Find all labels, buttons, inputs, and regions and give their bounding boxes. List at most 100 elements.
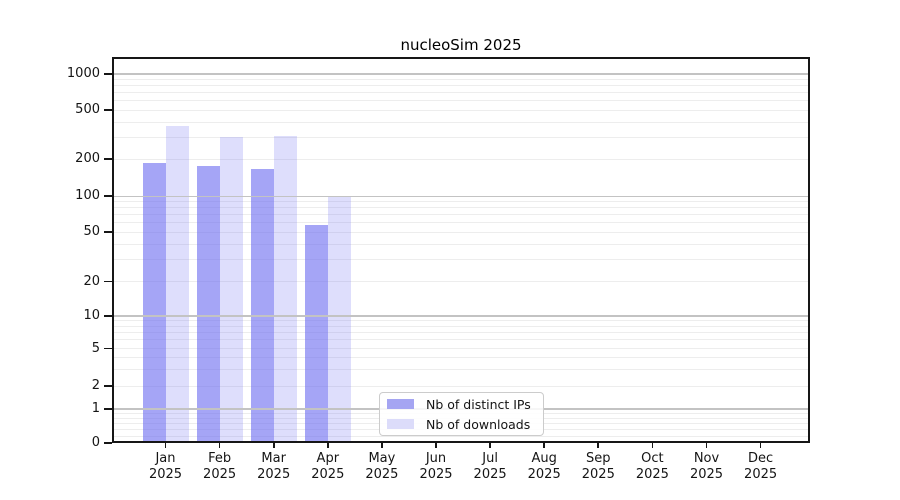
x-tick-mark [435, 443, 437, 448]
y-tick-mark [104, 442, 112, 444]
grid-minor-line [114, 85, 808, 87]
y-tick-mark [104, 158, 112, 161]
x-tick-label: Jun 2025 [408, 451, 464, 482]
chart-title: nucleoSim 2025 [400, 36, 522, 54]
grid-minor-line [114, 207, 808, 209]
legend-swatch-downloads [387, 419, 414, 429]
y-tick-mark [104, 385, 112, 387]
legend-label-distinct-ips: Nb of distinct IPs [426, 396, 531, 412]
x-tick-mark [651, 443, 654, 448]
x-tick-label: Aug 2025 [516, 451, 572, 482]
bar-downloads [327, 196, 351, 441]
x-tick-label: Mar 2025 [246, 451, 302, 482]
grid-minor-line [114, 121, 808, 123]
grid-minor-line [114, 357, 808, 359]
x-tick-label-line: 2025 [148, 466, 183, 482]
x-tick-label-line: Sep [586, 451, 611, 466]
legend-label-downloads: Nb of downloads [426, 416, 531, 432]
x-tick-label: Sep 2025 [570, 451, 626, 482]
x-tick-label-line: 2025 [473, 466, 507, 482]
y-tick-label: 100 [75, 188, 100, 204]
grid-minor-line [114, 158, 808, 160]
y-tick-label: 20 [83, 273, 100, 289]
y-tick-label: 10 [83, 308, 100, 323]
y-tick-mark [104, 231, 112, 233]
grid-minor-line [114, 368, 808, 370]
x-tick-label-line: Feb [208, 451, 232, 466]
y-tick-mark [104, 195, 112, 198]
grid-minor-line [114, 320, 808, 322]
y-tick-label: 500 [75, 102, 100, 117]
y-tick-label: 50 [83, 224, 100, 239]
x-tick-mark [272, 443, 275, 448]
x-tick-label-line: Dec [748, 451, 774, 466]
bar-distinct-ips [304, 225, 328, 441]
x-tick-label: Nov 2025 [679, 451, 735, 482]
x-tick-mark [759, 443, 762, 448]
grid-minor-line [114, 100, 808, 102]
grid-minor-line [114, 201, 808, 203]
x-tick-label-line: Aug [531, 451, 557, 466]
y-tick-mark [104, 315, 112, 317]
grid-minor-line [114, 109, 808, 111]
y-tick-mark [104, 73, 112, 75]
x-tick-label: Oct 2025 [624, 451, 680, 482]
bar-downloads [219, 137, 243, 441]
x-tick-mark [705, 443, 708, 448]
x-tick-label-line: Nov [693, 451, 720, 466]
legend-item-distinct-ips: Nb of distinct IPs [387, 397, 536, 412]
x-tick-label-line: 2025 [311, 466, 345, 482]
x-tick-label: May 2025 [354, 451, 410, 482]
x-tick-label-line: 2025 [203, 466, 237, 482]
x-tick-label-line: Mar [261, 451, 286, 466]
bar-distinct-ips [250, 168, 274, 441]
x-tick-label-line: 2025 [689, 466, 724, 482]
x-tick-label-line: Jan [155, 451, 176, 466]
grid-minor-line [114, 78, 808, 80]
grid-minor-line [114, 222, 808, 224]
y-tick-label: 200 [75, 151, 100, 167]
grid-minor-line [114, 214, 808, 216]
y-tick-mark [104, 280, 112, 283]
x-tick-label-line: 2025 [744, 466, 778, 482]
y-tick-mark [104, 109, 112, 111]
grid-minor-line [114, 231, 808, 233]
x-tick-mark [381, 443, 383, 448]
grid-major-line [114, 195, 808, 197]
x-tick-label: Jul 2025 [462, 451, 518, 482]
grid-minor-line [114, 92, 808, 94]
x-tick-label-line: Apr [316, 451, 340, 466]
grid-minor-line [114, 339, 808, 341]
grid-minor-line [114, 332, 808, 334]
grid-minor-line [114, 281, 808, 282]
legend-item-downloads: Nb of downloads [387, 417, 536, 432]
x-tick-mark [218, 443, 221, 448]
legend: Nb of distinct IPs Nb of downloads [379, 392, 544, 436]
y-tick-mark [104, 347, 112, 350]
x-tick-mark [597, 443, 600, 448]
grid-major-line [114, 73, 808, 75]
grid-minor-line [114, 325, 808, 327]
y-tick-label: 2 [91, 378, 100, 393]
x-tick-mark [164, 443, 167, 448]
x-tick-label-line: Oct [641, 451, 664, 466]
bar-downloads [273, 135, 297, 441]
x-tick-label-line: May [368, 451, 396, 466]
x-tick-label: Feb 2025 [192, 451, 248, 482]
plot-area [112, 57, 810, 443]
grid-minor-line [114, 136, 808, 138]
x-tick-mark [543, 443, 546, 448]
y-tick-label: 5 [91, 340, 100, 356]
x-tick-label-line: 2025 [527, 466, 561, 482]
y-tick-mark [104, 408, 112, 410]
x-tick-label: Dec 2025 [733, 451, 789, 482]
x-tick-label-line: 2025 [365, 466, 399, 482]
y-tick-label: 0 [91, 435, 100, 450]
legend-swatch-distinct-ips [387, 399, 414, 409]
y-tick-label: 1000 [66, 66, 100, 81]
x-tick-label-line: 2025 [635, 466, 669, 482]
grid-minor-line [114, 385, 808, 387]
x-tick-label-line: 2025 [581, 466, 615, 482]
x-tick-label-line: Jul [482, 451, 498, 466]
x-tick-mark [489, 443, 491, 448]
